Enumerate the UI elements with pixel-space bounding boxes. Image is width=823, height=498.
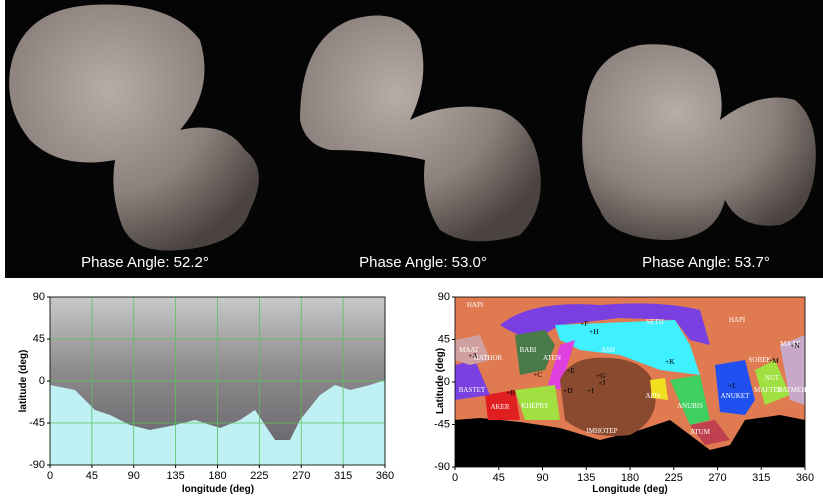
region-label: ASH xyxy=(601,346,615,354)
region xyxy=(650,378,668,400)
x-axis-label: Longitude (deg) xyxy=(592,484,668,495)
region xyxy=(455,335,490,365)
landmark: +D xyxy=(563,386,573,395)
region-label: BABI xyxy=(520,346,537,354)
y-tick-label: -90 xyxy=(29,459,45,471)
landmark: +G xyxy=(596,371,606,380)
region-label: KHEPRY xyxy=(521,402,549,410)
landmark: +J xyxy=(598,378,605,387)
x-tick-label: 315 xyxy=(752,472,770,484)
region-label: BASTET xyxy=(459,386,486,394)
region-label: MAAT xyxy=(780,340,801,348)
region-label: SOBEK xyxy=(749,356,772,364)
y-tick-label: 0 xyxy=(39,375,45,387)
y-tick-label: 45 xyxy=(33,333,45,345)
comet-photo xyxy=(300,15,541,242)
landmark: +B xyxy=(506,388,515,397)
region xyxy=(780,335,805,405)
region-label: MAAT xyxy=(459,346,480,354)
comet-photo xyxy=(582,44,816,241)
region xyxy=(455,360,490,400)
y-tick-label: 90 xyxy=(33,291,45,303)
region-label: HAPI xyxy=(729,316,746,324)
x-tick-label: 360 xyxy=(376,470,394,482)
region xyxy=(755,360,790,405)
region xyxy=(560,357,656,436)
region xyxy=(515,330,555,375)
comet-photo xyxy=(9,4,259,251)
landmark: +M xyxy=(768,356,779,365)
region-label: ATUM xyxy=(690,428,711,436)
x-tick-label: 180 xyxy=(208,470,226,482)
plot-frame xyxy=(49,296,386,466)
region-label: HAPI xyxy=(467,301,484,309)
region xyxy=(690,420,730,445)
region-label: AKER xyxy=(490,403,509,411)
region-label: NUT xyxy=(765,374,780,382)
region-label: ATEN xyxy=(543,354,561,362)
y-tick-label: -90 xyxy=(434,461,450,473)
region-label: APIS xyxy=(645,392,660,400)
y-axis-label: latitude (deg) xyxy=(18,350,29,413)
x-tick-label: 90 xyxy=(536,472,548,484)
region xyxy=(548,340,575,390)
x-tick-label: 270 xyxy=(292,470,310,482)
x-tick-label: 315 xyxy=(334,470,352,482)
region xyxy=(670,375,710,425)
region-label: HATMEHIT xyxy=(777,386,813,394)
phase-label: Phase Angle: 52.2° xyxy=(81,254,209,271)
x-tick-label: 0 xyxy=(47,470,53,482)
landmark: +H xyxy=(589,327,599,336)
x-tick-label: 45 xyxy=(493,472,505,484)
y-tick-label: -45 xyxy=(434,418,450,430)
x-tick-label: 180 xyxy=(621,472,639,484)
region xyxy=(500,303,710,345)
landmark: +K xyxy=(665,357,675,366)
plot-frame xyxy=(454,296,806,468)
landmark: +C xyxy=(533,370,542,379)
landmark: +A xyxy=(468,351,478,360)
region xyxy=(555,320,700,375)
region-label: HATHOR xyxy=(474,354,503,362)
phase-label: Phase Angle: 53.7° xyxy=(642,254,770,271)
x-tick-label: 225 xyxy=(665,472,683,484)
y-tick-label: 90 xyxy=(438,291,450,303)
shadow-area xyxy=(455,415,805,467)
landmark: +N xyxy=(790,341,800,350)
y-tick-label: 45 xyxy=(438,333,450,345)
y-axis-label: Latitude (deg) xyxy=(435,348,446,414)
region xyxy=(715,360,755,415)
region xyxy=(485,390,520,420)
landmark: +E xyxy=(566,366,575,375)
landmark: +L xyxy=(728,381,737,390)
region-label: SETH xyxy=(646,318,664,326)
x-tick-label: 45 xyxy=(86,470,98,482)
x-tick-label: 135 xyxy=(166,470,184,482)
region-label: MAFTET xyxy=(754,386,783,394)
landmark: +I xyxy=(587,386,594,395)
x-tick-label: 90 xyxy=(128,470,140,482)
x-tick-label: 135 xyxy=(577,472,595,484)
x-tick-label: 0 xyxy=(452,472,458,484)
region-map xyxy=(455,297,805,467)
landmark: +F xyxy=(580,319,588,328)
phase-label: Phase Angle: 53.0° xyxy=(359,254,487,271)
y-tick-label: 0 xyxy=(444,376,450,388)
region xyxy=(515,385,560,420)
region-label: IMHOTEP xyxy=(586,427,617,435)
region-label: ANUBIS xyxy=(677,402,703,410)
x-tick-label: 360 xyxy=(796,472,814,484)
x-axis-label: longitude (deg) xyxy=(182,484,254,495)
x-tick-label: 225 xyxy=(250,470,268,482)
y-tick-label: -45 xyxy=(29,417,45,429)
region-label: ANUKET xyxy=(721,392,750,400)
x-tick-label: 270 xyxy=(708,472,726,484)
